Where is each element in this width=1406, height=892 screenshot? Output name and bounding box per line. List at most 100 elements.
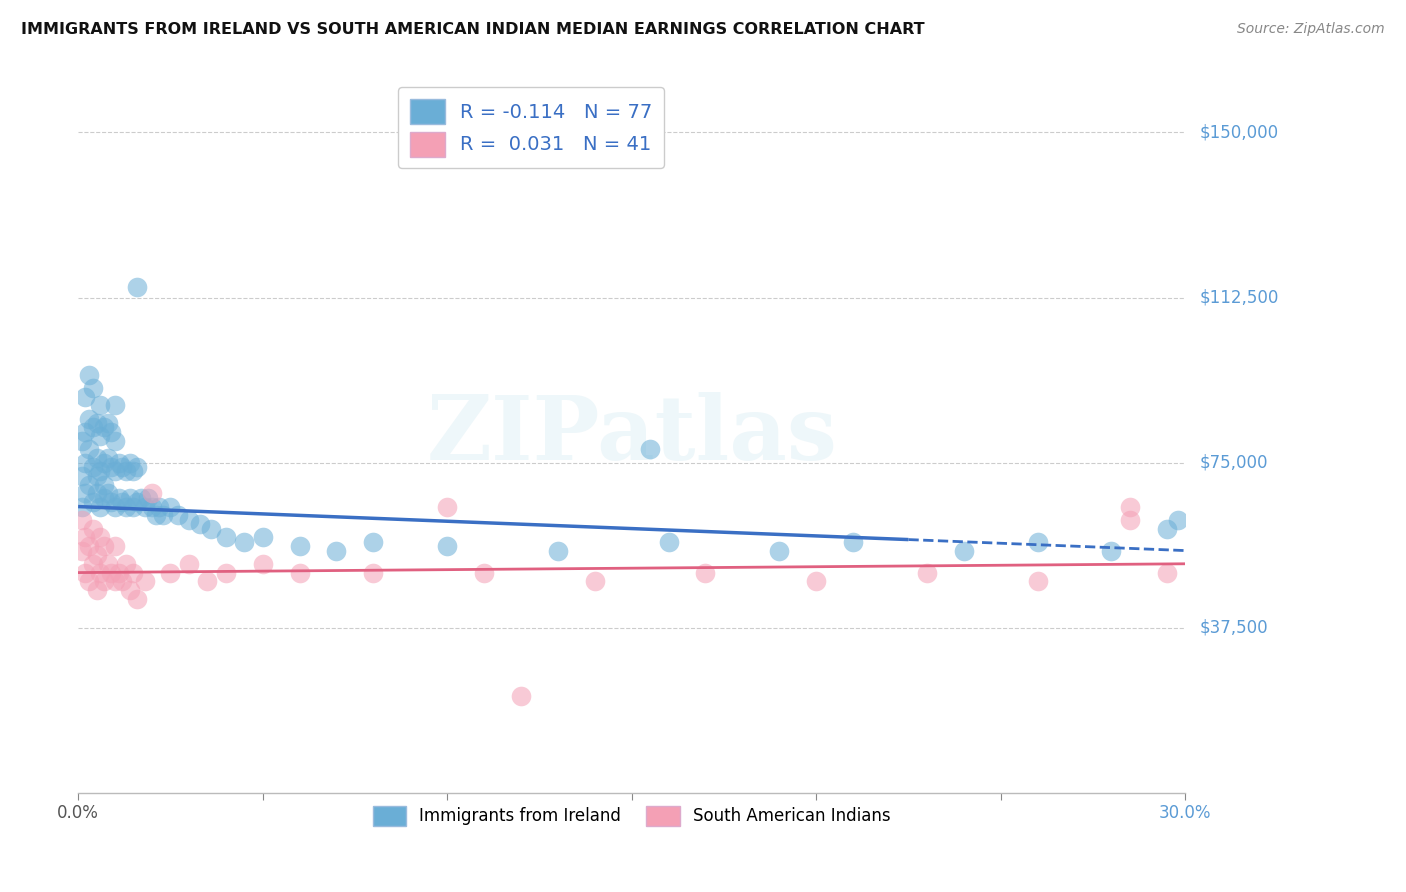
Legend: Immigrants from Ireland, South American Indians: Immigrants from Ireland, South American …: [364, 797, 898, 834]
Point: [93, 477, 115, 491]
Point: [148, 500, 170, 514]
Point: [1156, 522, 1178, 536]
Point: [122, 464, 145, 478]
Point: [134, 500, 156, 514]
Point: [104, 500, 127, 514]
Point: [215, 566, 238, 580]
Point: [115, 464, 138, 478]
Point: [75, 530, 97, 544]
Point: [75, 486, 97, 500]
Point: [93, 539, 115, 553]
Point: [82, 459, 104, 474]
Text: ZIPatlas: ZIPatlas: [426, 392, 837, 478]
Point: [842, 534, 865, 549]
Point: [159, 500, 181, 514]
Point: [89, 429, 111, 443]
Point: [97, 557, 120, 571]
Point: [215, 530, 238, 544]
Point: [75, 456, 97, 470]
Point: [118, 583, 141, 598]
Point: [129, 491, 152, 505]
Point: [1119, 500, 1142, 514]
Point: [97, 486, 120, 500]
Point: [75, 425, 97, 439]
Point: [86, 486, 108, 500]
Point: [82, 522, 104, 536]
Point: [104, 398, 127, 412]
Point: [100, 566, 122, 580]
Point: [77, 477, 100, 491]
Point: [86, 416, 108, 430]
Point: [658, 534, 681, 549]
Point: [93, 456, 115, 470]
Point: [93, 491, 115, 505]
Point: [107, 491, 129, 505]
Point: [363, 566, 385, 580]
Point: [111, 495, 134, 509]
Point: [89, 530, 111, 544]
Point: [177, 557, 200, 571]
Text: $112,500: $112,500: [1199, 288, 1278, 307]
Point: [1119, 513, 1142, 527]
Point: [82, 557, 104, 571]
Point: [86, 583, 108, 598]
Point: [107, 566, 129, 580]
Point: [104, 574, 127, 589]
Point: [107, 456, 129, 470]
Point: [77, 368, 100, 382]
Point: [104, 464, 127, 478]
Point: [200, 522, 222, 536]
Text: Source: ZipAtlas.com: Source: ZipAtlas.com: [1237, 22, 1385, 37]
Point: [1026, 574, 1049, 589]
Point: [1156, 566, 1178, 580]
Point: [134, 574, 156, 589]
Point: [75, 566, 97, 580]
Point: [127, 495, 149, 509]
Point: [127, 459, 149, 474]
Point: [70, 543, 93, 558]
Point: [75, 390, 97, 404]
Point: [122, 500, 145, 514]
Point: [915, 566, 938, 580]
Point: [1101, 543, 1123, 558]
Point: [86, 468, 108, 483]
Point: [436, 539, 458, 553]
Point: [86, 451, 108, 466]
Text: IMMIGRANTS FROM IRELAND VS SOUTH AMERICAN INDIAN MEDIAN EARNINGS CORRELATION CHA: IMMIGRANTS FROM IRELAND VS SOUTH AMERICA…: [21, 22, 925, 37]
Point: [953, 543, 976, 558]
Point: [806, 574, 828, 589]
Point: [77, 442, 100, 457]
Point: [363, 534, 385, 549]
Point: [638, 442, 661, 457]
Point: [89, 398, 111, 412]
Point: [145, 508, 167, 523]
Point: [70, 500, 93, 514]
Point: [104, 539, 127, 553]
Point: [547, 543, 569, 558]
Point: [195, 574, 218, 589]
Point: [100, 425, 122, 439]
Point: [768, 543, 790, 558]
Point: [104, 434, 127, 448]
Point: [436, 500, 458, 514]
Point: [325, 543, 347, 558]
Point: [111, 574, 134, 589]
Point: [510, 689, 533, 703]
Point: [252, 557, 274, 571]
Point: [122, 566, 145, 580]
Point: [252, 530, 274, 544]
Text: $75,000: $75,000: [1199, 453, 1268, 472]
Point: [127, 279, 149, 293]
Point: [100, 459, 122, 474]
Point: [136, 491, 159, 505]
Text: $37,500: $37,500: [1199, 619, 1268, 637]
Point: [77, 411, 100, 425]
Point: [115, 557, 138, 571]
Point: [1167, 513, 1189, 527]
Point: [70, 468, 93, 483]
Point: [77, 574, 100, 589]
Point: [115, 500, 138, 514]
Point: [118, 456, 141, 470]
Point: [89, 500, 111, 514]
Point: [152, 508, 174, 523]
